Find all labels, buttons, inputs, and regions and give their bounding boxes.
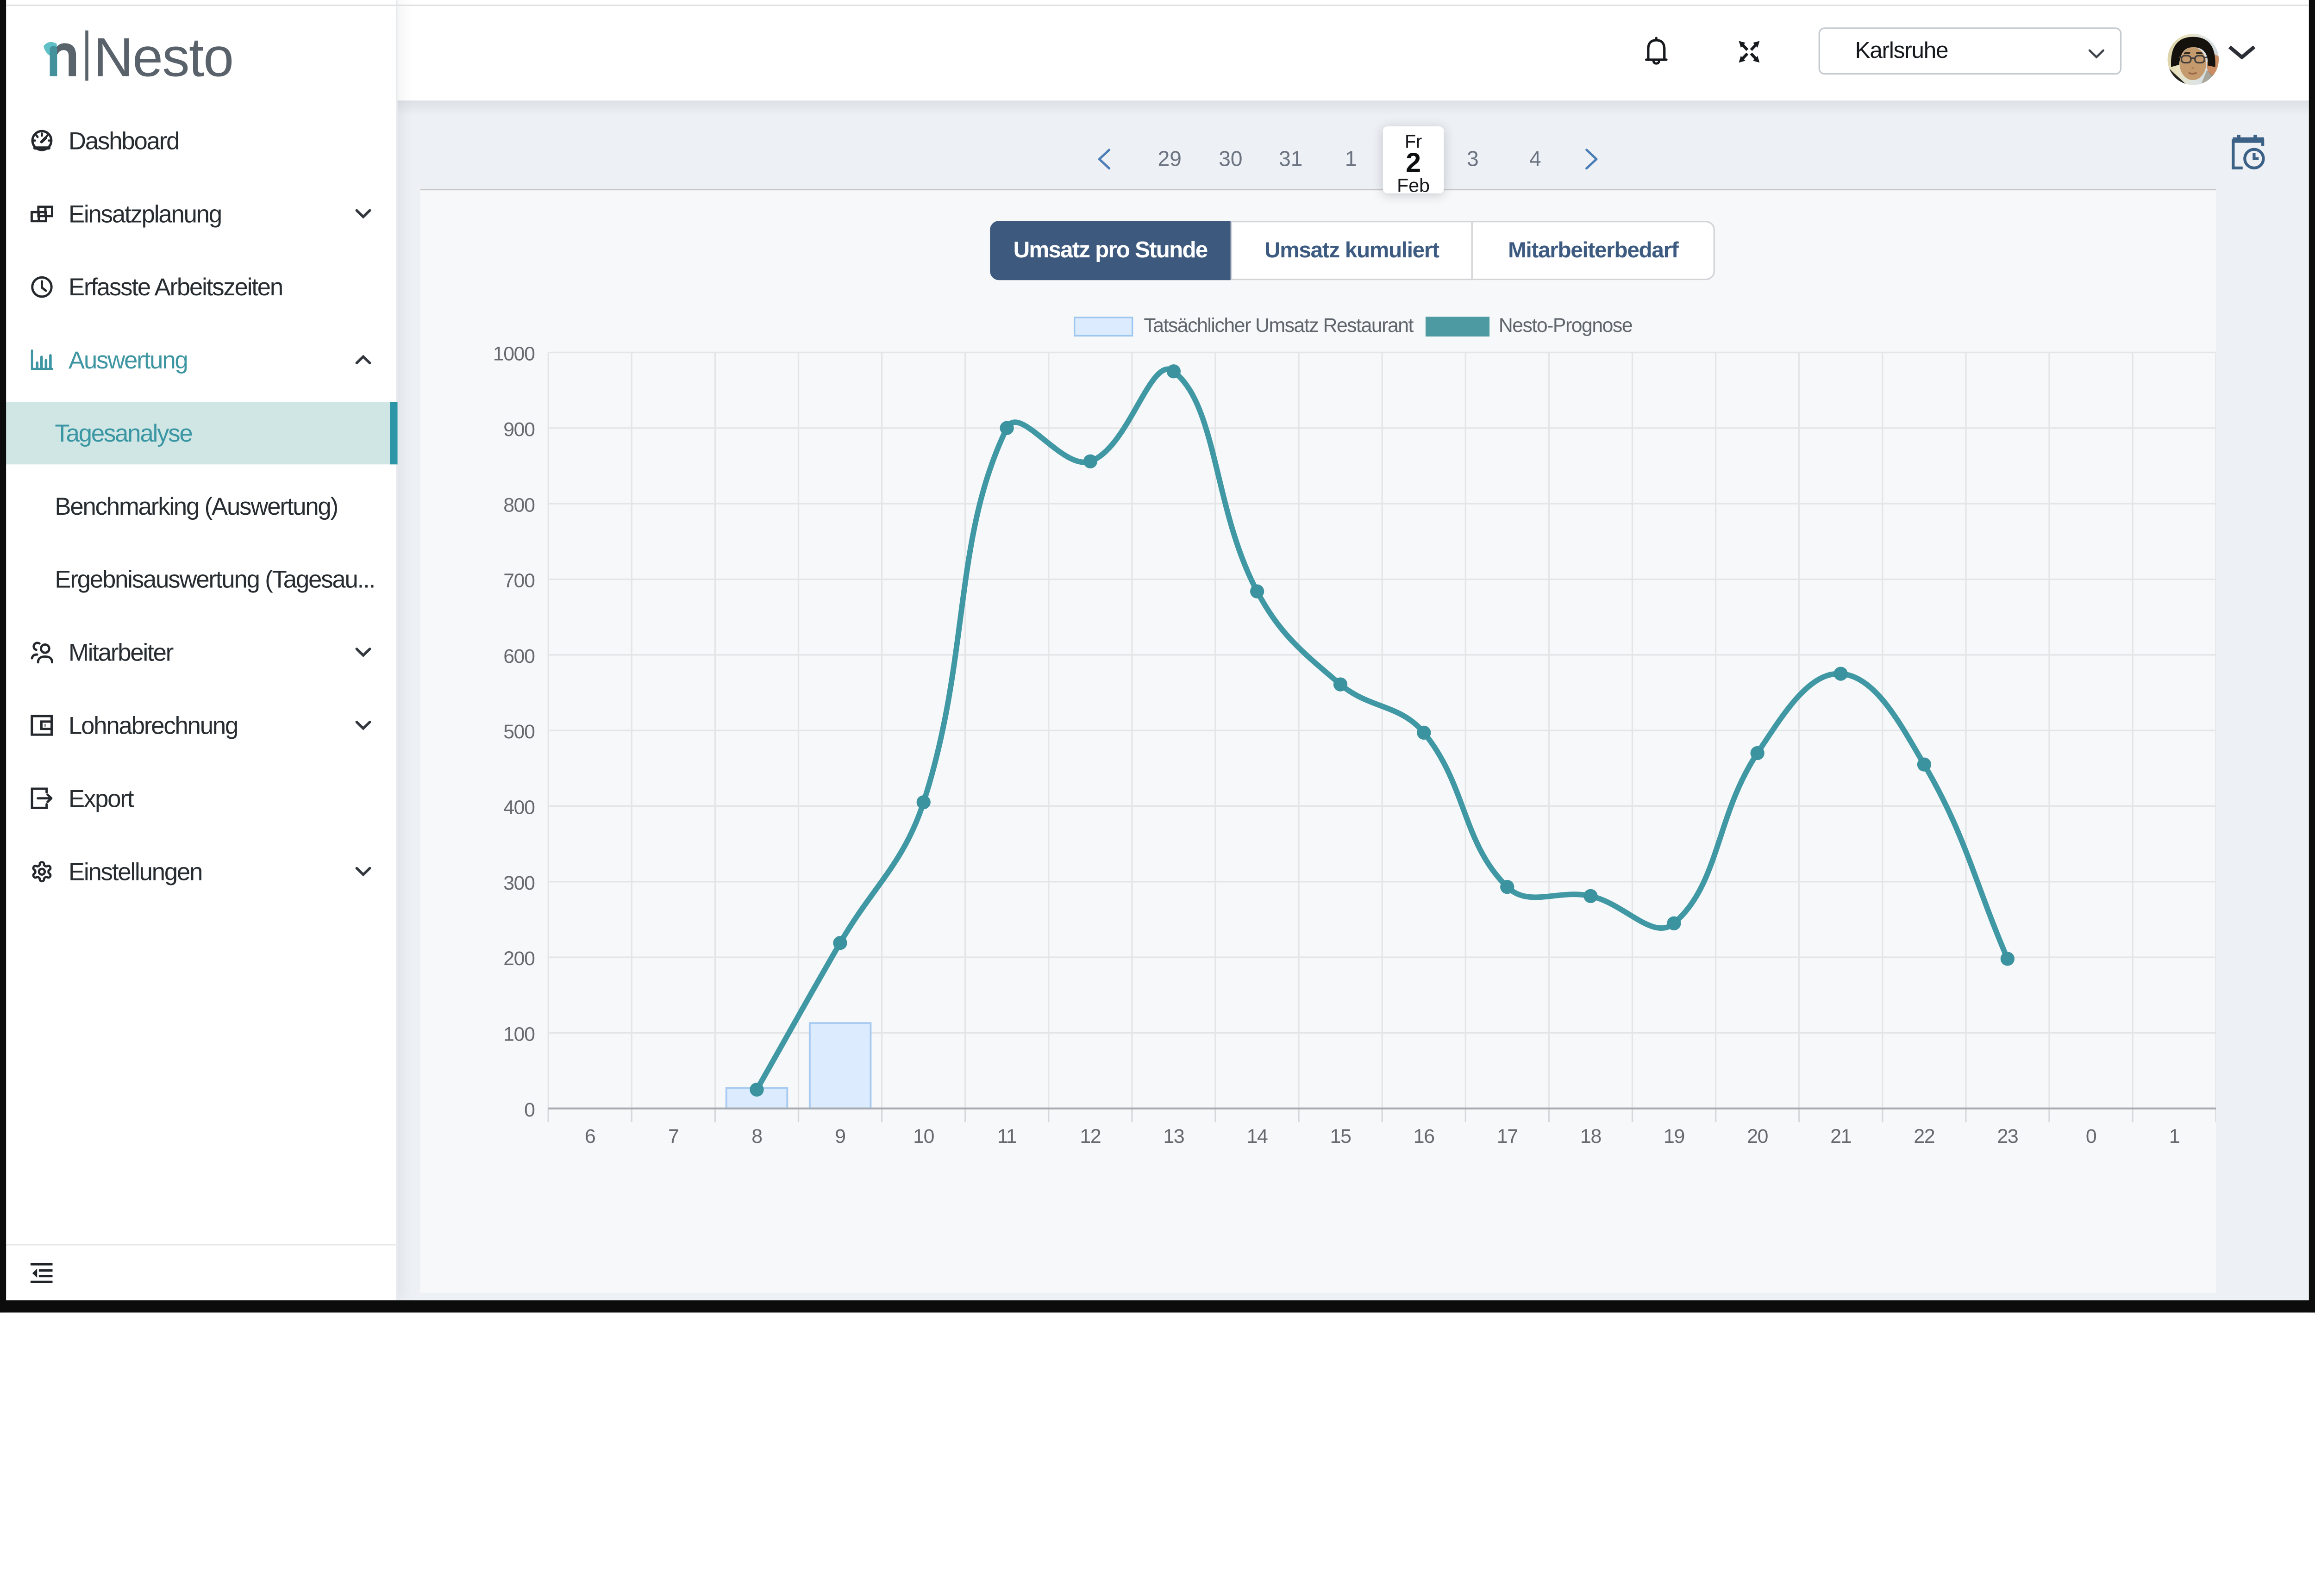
svg-text:13: 13 bbox=[1163, 1124, 1184, 1147]
svg-text:14: 14 bbox=[1247, 1124, 1268, 1147]
svg-text:16: 16 bbox=[1414, 1124, 1434, 1147]
svg-text:6: 6 bbox=[585, 1124, 595, 1147]
svg-text:10: 10 bbox=[913, 1124, 934, 1147]
svg-text:800: 800 bbox=[503, 493, 535, 516]
svg-text:8: 8 bbox=[751, 1124, 762, 1147]
svg-text:400: 400 bbox=[503, 796, 535, 818]
svg-text:0: 0 bbox=[524, 1098, 535, 1120]
svg-text:15: 15 bbox=[1330, 1124, 1351, 1147]
svg-text:0: 0 bbox=[2086, 1124, 2096, 1147]
svg-text:200: 200 bbox=[503, 947, 535, 969]
svg-text:19: 19 bbox=[1664, 1124, 1684, 1147]
svg-text:18: 18 bbox=[1580, 1124, 1601, 1147]
svg-text:17: 17 bbox=[1497, 1124, 1518, 1147]
svg-text:21: 21 bbox=[1830, 1124, 1851, 1147]
svg-text:900: 900 bbox=[503, 418, 535, 440]
svg-text:23: 23 bbox=[1997, 1124, 2018, 1147]
svg-text:500: 500 bbox=[503, 720, 535, 742]
svg-text:600: 600 bbox=[503, 644, 535, 667]
svg-text:1: 1 bbox=[2169, 1124, 2179, 1147]
svg-text:100: 100 bbox=[503, 1022, 535, 1045]
svg-text:1000: 1000 bbox=[493, 342, 535, 364]
svg-text:7: 7 bbox=[668, 1124, 678, 1147]
svg-text:700: 700 bbox=[503, 569, 535, 591]
svg-text:22: 22 bbox=[1914, 1124, 1934, 1147]
svg-text:9: 9 bbox=[835, 1124, 845, 1147]
svg-text:300: 300 bbox=[503, 871, 535, 893]
svg-text:20: 20 bbox=[1747, 1124, 1768, 1147]
svg-text:12: 12 bbox=[1080, 1124, 1101, 1147]
svg-text:11: 11 bbox=[997, 1124, 1017, 1147]
